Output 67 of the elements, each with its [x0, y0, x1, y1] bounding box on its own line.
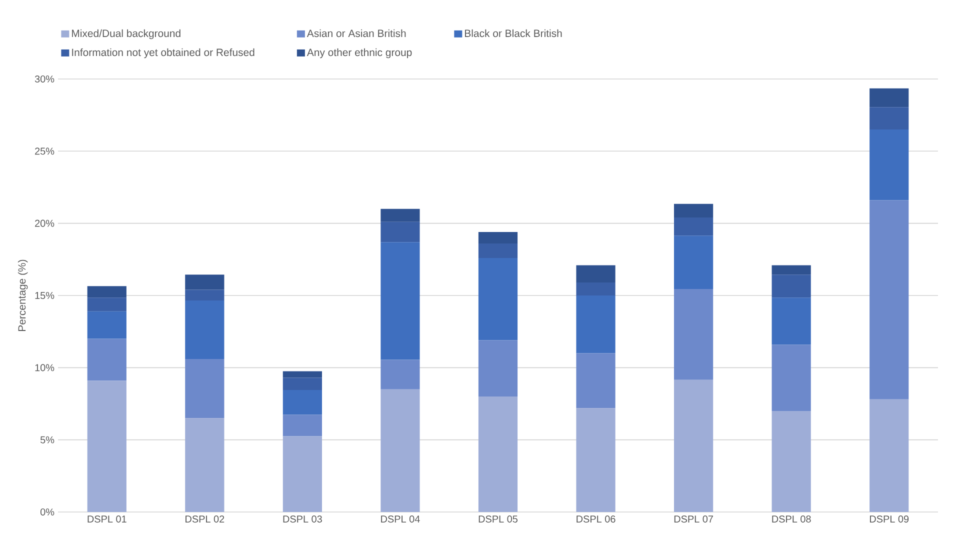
legend-label: Asian or Asian British — [306, 29, 406, 38]
legend-label: Mixed/Dual background — [72, 29, 180, 40]
bar — [674, 218, 714, 236]
bar — [576, 265, 616, 283]
x-tick-label: DSPL 08 — [772, 516, 811, 523]
bar — [87, 311, 126, 339]
bar — [772, 274, 811, 298]
bar — [87, 338, 126, 381]
bar — [185, 418, 224, 512]
x-tick-label: DSPL 09 — [870, 516, 909, 523]
bar — [380, 360, 420, 390]
bar — [576, 282, 616, 296]
bar — [576, 353, 616, 408]
bar — [870, 200, 909, 400]
bar — [478, 232, 518, 244]
y-tick-label: 20% — [35, 220, 54, 227]
bar — [870, 399, 909, 512]
x-tick-label: DSPL 07 — [674, 516, 713, 523]
bar — [772, 410, 811, 512]
bar — [576, 408, 616, 512]
bar — [185, 274, 224, 290]
legend-label: Information not yet obtained or Refused — [72, 48, 254, 58]
legend-label: Any other ethnic group — [306, 48, 412, 58]
y-tick-label: 0% — [40, 508, 54, 516]
bar — [478, 244, 518, 258]
x-tick-label: DSPL 04 — [381, 516, 420, 523]
bar — [674, 236, 714, 290]
y-tick-label: 30% — [34, 75, 54, 83]
bar — [870, 88, 909, 108]
bar — [478, 340, 518, 397]
bar — [87, 298, 126, 312]
bar — [87, 286, 126, 298]
y-tick-label: 10% — [35, 364, 54, 372]
bar — [674, 380, 714, 512]
legend-label: Black or Black British — [465, 29, 562, 38]
bar — [380, 222, 420, 242]
bar — [674, 289, 714, 380]
bar — [478, 258, 518, 340]
x-tick-label: DSPL 05 — [478, 516, 518, 523]
x-tick-label: DSPL 02 — [186, 516, 224, 523]
bar — [87, 380, 126, 512]
bar — [772, 265, 811, 275]
bar — [380, 389, 420, 512]
bar — [772, 298, 811, 345]
x-tick-label: DSPL 06 — [576, 516, 616, 523]
y-tick-label: 15% — [35, 292, 54, 299]
bar — [282, 371, 322, 378]
y-tick-label: 5% — [40, 436, 54, 444]
bar — [185, 300, 224, 360]
bar — [282, 414, 322, 436]
bar — [478, 396, 518, 512]
bar — [282, 378, 322, 390]
bar — [282, 390, 322, 415]
x-tick-label: DSPL 03 — [283, 516, 322, 523]
bar — [576, 295, 616, 354]
x-tick-label: DSPL 01 — [88, 516, 126, 523]
bar — [380, 242, 420, 360]
bar — [870, 130, 909, 200]
bar — [185, 290, 224, 301]
y-axis-title: Percentage (%) — [18, 260, 28, 331]
bar — [772, 344, 811, 411]
y-tick-label: 25% — [35, 148, 54, 155]
bar — [185, 359, 224, 418]
bar — [282, 436, 322, 512]
bar — [380, 208, 420, 222]
bar — [870, 107, 909, 130]
bar — [674, 204, 714, 218]
